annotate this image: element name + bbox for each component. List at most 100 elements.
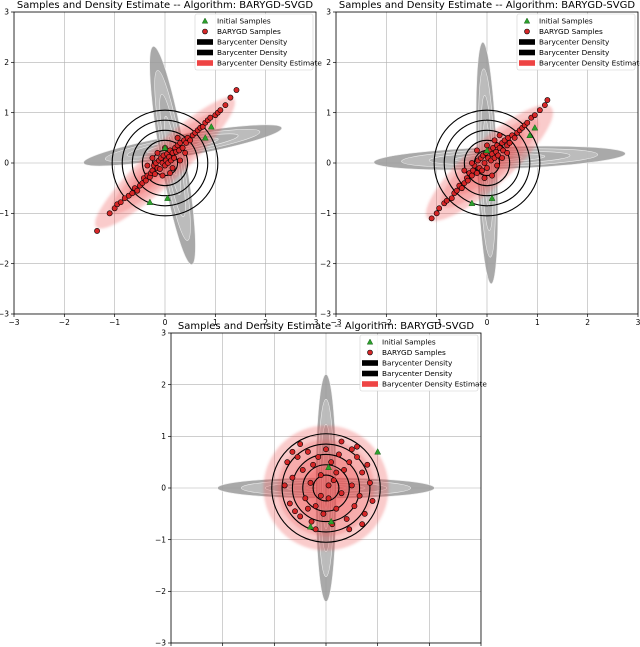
sample-point [169,165,176,171]
barycenter-contour [463,139,511,187]
sample-point [328,459,335,466]
sample-point [458,185,465,192]
barycenter-contour [291,453,361,523]
sample-point [152,171,158,177]
sample-point [343,516,350,522]
sample-point [325,482,332,489]
legend-marker-samples [524,28,530,35]
barycenter-contour [312,474,340,502]
x-tick-label: 3 [314,318,319,327]
sample-point [94,228,100,234]
barycenter-contour [453,129,521,197]
sample-point [317,472,324,478]
sample-point [356,492,363,499]
sample-point [299,467,306,473]
panel-top-right: Samples and Density Estimate -- Algorith… [320,0,640,327]
sample-point [504,150,511,156]
legend-patch-barycenter [197,49,213,56]
y-tick-label: 1 [326,108,331,117]
sample-point [134,187,141,194]
sample-point [159,172,166,179]
barycenter-contour [141,139,189,187]
y-tick-label: 2 [326,58,331,67]
legend-label: Barycenter Density [382,359,453,368]
sample-point [484,165,490,171]
sample-point [323,446,329,453]
sample-point [297,513,304,520]
sample-point [207,114,214,121]
sample-point [281,482,288,489]
x-tick-label: 0 [163,318,168,327]
legend-box [359,334,479,392]
sample-point [461,167,468,174]
legend-marker-initial [523,17,531,24]
sample-point [351,503,358,509]
sample-point [286,500,293,507]
legend-marker-samples [367,349,373,356]
y-tick-label: 0 [4,159,9,168]
sample-point [307,479,314,486]
sample-point [354,454,360,460]
legend-marker-initial [201,17,209,24]
sample-point [179,144,186,151]
sample-point [433,210,440,217]
sample-point [312,503,319,509]
legend-label: Barycenter Density [539,38,610,47]
barycenter-contour [131,129,199,197]
sample-point [308,518,315,525]
sample-point [544,97,551,103]
sample-point [346,459,353,466]
sample-point [338,490,345,497]
initial-sample-marker [374,448,382,455]
sample-point [289,474,296,481]
initial-sample-marker [488,194,496,201]
sample-point [511,134,518,141]
sample-point [129,190,136,197]
sample-point [361,510,368,517]
legend-patch-estimate [197,60,213,66]
sample-point [294,454,301,460]
legend-marker-samples [202,28,208,35]
sample-point [541,102,548,109]
legend-patch-barycenter [519,39,535,45]
y-tick-label: −1 [320,209,331,218]
initial-sample-marker [325,463,333,470]
sample-point [468,172,475,179]
sample-point [106,210,113,217]
legend-patch-barycenter [362,370,378,377]
sample-point [474,147,480,154]
sample-point [531,112,538,119]
sample-point [227,94,234,101]
chart-title: Samples and Density Estimate -- Algorith… [178,321,474,332]
legend-label: Initial Samples [382,338,436,347]
sample-point [341,467,347,473]
y-tick-label: 1 [161,432,166,441]
y-tick-label: 2 [161,380,166,389]
legend-label: Barycenter Density [539,48,610,57]
estimate-level [304,466,348,510]
x-tick-label: −2 [381,318,392,327]
sample-point [174,134,181,141]
sample-point [524,119,531,126]
sample-point [436,205,443,212]
y-tick-label: 3 [326,8,331,17]
sample-point [333,469,340,476]
y-tick-label: 0 [326,159,331,168]
sample-point [222,102,229,109]
legend-label: Barycenter Density Estimate [382,380,487,389]
initial-sample-marker [307,523,314,530]
x-tick-label: −3 [8,318,19,327]
sample-point [167,170,173,176]
sample-point [149,155,156,161]
sample-point [346,526,353,533]
y-tick-label: −3 [0,310,9,319]
sample-point [428,215,435,222]
sample-point [359,469,366,476]
x-tick-label: 3 [636,318,640,327]
sample-point [453,187,460,194]
sample-point [496,132,503,139]
x-tick-label: 1 [213,318,218,327]
sample-point [367,479,373,486]
